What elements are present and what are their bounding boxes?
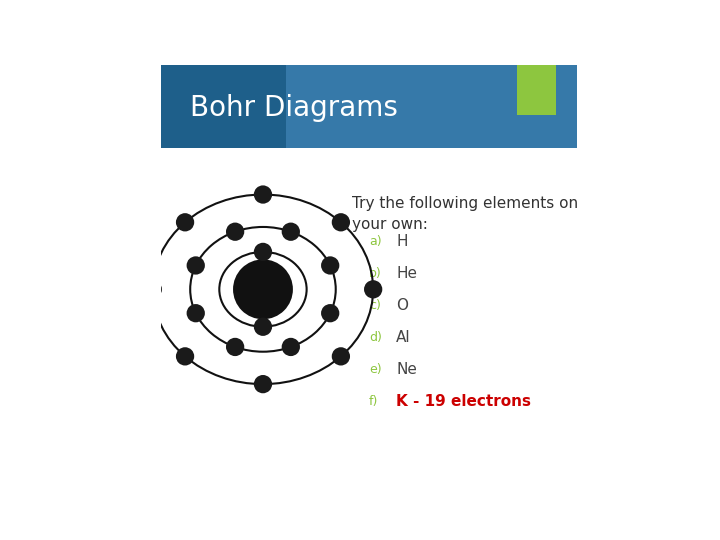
Text: f): f) (369, 395, 379, 408)
Text: O: O (396, 298, 408, 313)
Circle shape (186, 256, 205, 275)
Circle shape (176, 213, 194, 232)
Circle shape (321, 304, 339, 322)
Text: a): a) (369, 235, 382, 248)
FancyBboxPatch shape (286, 65, 577, 148)
Circle shape (254, 318, 272, 336)
Text: H: H (396, 234, 408, 249)
Text: c): c) (369, 299, 381, 312)
FancyBboxPatch shape (517, 65, 556, 114)
FancyBboxPatch shape (161, 65, 577, 148)
Circle shape (226, 338, 244, 356)
Text: He: He (396, 266, 417, 281)
Text: K - 19 electrons: K - 19 electrons (396, 394, 531, 409)
Text: e): e) (369, 363, 382, 376)
Text: b): b) (369, 267, 382, 280)
Circle shape (176, 347, 194, 366)
Circle shape (226, 222, 244, 241)
Circle shape (364, 280, 382, 299)
Text: Try the following elements on
your own:: Try the following elements on your own: (352, 196, 578, 232)
Circle shape (282, 338, 300, 356)
Circle shape (332, 213, 350, 232)
Text: Bohr Diagrams: Bohr Diagrams (190, 94, 398, 123)
Circle shape (186, 304, 205, 322)
Circle shape (282, 222, 300, 241)
Circle shape (321, 256, 339, 275)
Text: Al: Al (396, 330, 410, 345)
Text: Ne: Ne (396, 362, 417, 377)
Circle shape (143, 280, 162, 299)
Circle shape (254, 243, 272, 261)
Circle shape (332, 347, 350, 366)
Circle shape (233, 259, 293, 319)
Circle shape (254, 375, 272, 393)
Circle shape (254, 185, 272, 204)
Text: d): d) (369, 331, 382, 344)
